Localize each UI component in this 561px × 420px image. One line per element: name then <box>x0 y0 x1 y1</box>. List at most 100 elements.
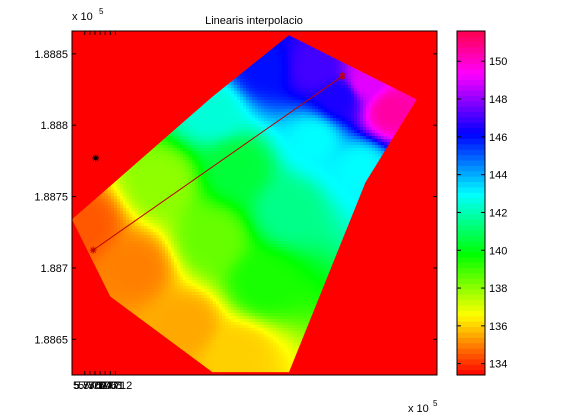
heatmap-cell <box>150 274 153 277</box>
heatmap-cell <box>159 256 162 259</box>
heatmap-cell <box>108 214 111 217</box>
heatmap-cell <box>114 193 117 196</box>
heatmap-cell <box>156 244 159 247</box>
heatmap-cell <box>159 226 162 229</box>
heatmap-cell <box>189 325 192 328</box>
heatmap-cell <box>144 271 147 274</box>
heatmap-cell <box>195 298 198 301</box>
heatmap-cell <box>156 157 159 160</box>
heatmap-cell <box>162 229 165 232</box>
heatmap-cell <box>135 253 138 256</box>
heatmap-cell <box>159 190 162 193</box>
heatmap-cell <box>189 211 192 214</box>
heatmap-cell <box>132 292 135 295</box>
heatmap-cell <box>165 181 168 184</box>
heatmap-cell <box>150 229 153 232</box>
heatmap-cell <box>153 289 156 292</box>
heatmap-cell <box>135 307 138 310</box>
heatmap-cell <box>153 163 156 166</box>
heatmap-cell <box>93 202 96 205</box>
heatmap-cell <box>87 238 90 241</box>
heatmap-cell <box>132 193 135 196</box>
heatmap-cell <box>198 202 201 205</box>
heatmap-cell <box>90 214 93 217</box>
heatmap-cell <box>198 250 201 253</box>
heatmap-cell <box>138 181 141 184</box>
heatmap-cell <box>180 241 183 244</box>
heatmap-cell <box>192 274 195 277</box>
heatmap-cell <box>153 184 156 187</box>
heatmap-cell <box>195 322 198 325</box>
heatmap-cell <box>189 292 192 295</box>
heatmap-cell <box>132 253 135 256</box>
heatmap-cell <box>102 271 105 274</box>
heatmap-cell <box>105 217 108 220</box>
heatmap-cell <box>171 253 174 256</box>
heatmap-cell <box>138 235 141 238</box>
heatmap-cell <box>159 181 162 184</box>
heatmap-cell <box>195 223 198 226</box>
heatmap-cell <box>183 310 186 313</box>
heatmap-cell <box>120 301 123 304</box>
heatmap-cell <box>108 262 111 265</box>
heatmap-cell <box>129 238 132 241</box>
heatmap-cell <box>180 157 183 160</box>
heatmap-cell <box>192 244 195 247</box>
heatmap-cell <box>159 247 162 250</box>
heatmap-cell <box>171 280 174 283</box>
heatmap-cell <box>198 271 201 274</box>
heatmap-cell <box>129 265 132 268</box>
heatmap-cell <box>180 325 183 328</box>
heatmap-cell <box>192 316 195 319</box>
heatmap-cell <box>96 199 99 202</box>
heatmap-cell <box>168 271 171 274</box>
heatmap-cell <box>171 229 174 232</box>
heatmap-cell <box>195 235 198 238</box>
heatmap-cell <box>162 202 165 205</box>
heatmap-cell <box>156 175 159 178</box>
heatmap-cell <box>90 235 93 238</box>
heatmap-cell <box>174 184 177 187</box>
heatmap-cell <box>195 343 198 346</box>
heatmap-cell <box>174 319 177 322</box>
heatmap-cell <box>87 226 90 229</box>
heatmap-cell <box>198 289 201 292</box>
heatmap-cell <box>138 259 141 262</box>
heatmap-cell <box>159 298 162 301</box>
heatmap-cell <box>153 268 156 271</box>
heatmap-cell <box>150 226 153 229</box>
heatmap-cell <box>171 214 174 217</box>
heatmap-cell <box>189 289 192 292</box>
heatmap-cell <box>135 238 138 241</box>
heatmap-cell <box>171 268 174 271</box>
heatmap-cell <box>147 226 150 229</box>
heatmap-cell <box>168 298 171 301</box>
heatmap-cell <box>150 235 153 238</box>
heatmap-cell <box>177 172 180 175</box>
heatmap-cell <box>132 175 135 178</box>
heatmap-cell <box>186 238 189 241</box>
heatmap-cell <box>189 256 192 259</box>
heatmap-cell <box>156 148 159 151</box>
heatmap-cell <box>105 283 108 286</box>
heatmap-cell <box>168 256 171 259</box>
heatmap-cell <box>102 199 105 202</box>
heatmap-cell <box>168 238 171 241</box>
heatmap-cell <box>177 238 180 241</box>
heatmap-cell <box>114 202 117 205</box>
heatmap-cell <box>198 268 201 271</box>
heatmap-cell <box>195 196 198 199</box>
heatmap-cell <box>144 274 147 277</box>
heatmap-cell <box>186 139 189 142</box>
heatmap-cell <box>96 202 99 205</box>
heatmap-cell <box>201 145 204 148</box>
heatmap-cell <box>162 262 165 265</box>
heatmap-cell <box>141 274 144 277</box>
heatmap-cell <box>141 184 144 187</box>
heatmap-cell <box>192 349 195 352</box>
heatmap-cell <box>129 214 132 217</box>
heatmap-cell <box>186 250 189 253</box>
heatmap-cell <box>198 253 201 256</box>
heatmap-cell <box>186 157 189 160</box>
heatmap-cell <box>168 295 171 298</box>
